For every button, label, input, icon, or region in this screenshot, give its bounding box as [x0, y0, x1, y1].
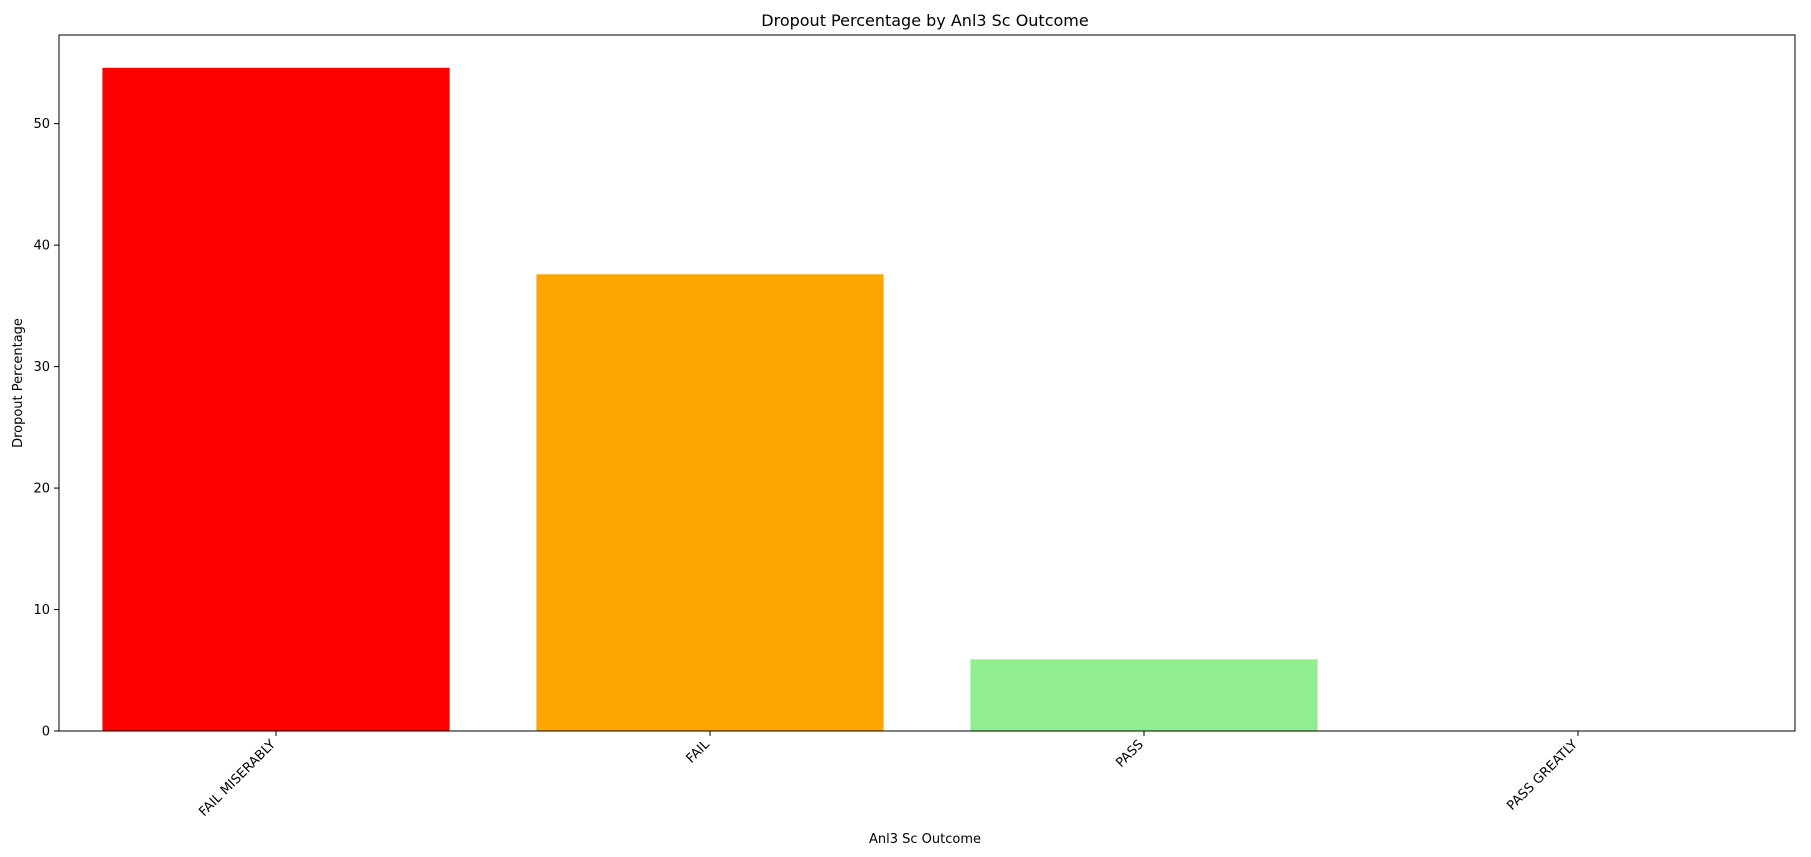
y-tick-label: 20 [33, 482, 50, 497]
y-tick-label: 50 [33, 117, 50, 132]
x-axis-label: Anl3 Sc Outcome [869, 832, 981, 847]
y-axis: 0 10 20 30 40 50 [33, 117, 59, 740]
y-tick-label: 40 [33, 239, 50, 254]
bar-fail-miserably [102, 67, 450, 731]
y-axis-label: Dropout Percentage [11, 318, 26, 448]
bars-group [102, 67, 1318, 731]
y-tick-label: 30 [33, 360, 50, 375]
y-tick-label: 10 [33, 603, 50, 618]
bar-pass [970, 659, 1318, 731]
y-tick-label: 0 [42, 725, 50, 740]
bar-fail [536, 274, 884, 731]
chart-title: Dropout Percentage by Anl3 Sc Outcome [761, 11, 1088, 30]
plot-frame [58, 34, 1796, 732]
